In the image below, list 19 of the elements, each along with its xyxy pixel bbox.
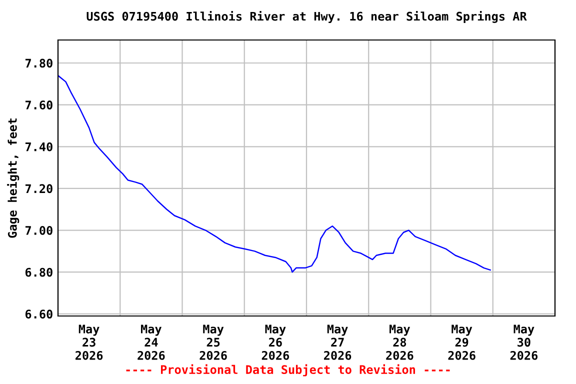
y-tick-label: 6.60: [25, 310, 52, 319]
x-tick-label: May 28 2026: [386, 324, 414, 360]
y-tick-label: 6.80: [25, 268, 52, 277]
x-tick-label: May 30 2026: [510, 324, 538, 360]
x-tick-label: May 27 2026: [324, 324, 352, 360]
y-tick-label: 7.40: [25, 142, 52, 152]
line-series: [58, 74, 491, 273]
y-tick-label: 7.00: [25, 226, 52, 235]
y-tick-label: 7.60: [25, 100, 52, 110]
y-tick-label: 7.20: [25, 184, 52, 194]
x-tick-label: May 26 2026: [262, 324, 290, 360]
x-tick-label: May 24 2026: [138, 324, 165, 360]
x-tick-label: May 23 2026: [76, 324, 103, 360]
y-axis-title: Gage height, feet: [7, 118, 20, 238]
x-tick-label: May 29 2026: [448, 324, 476, 360]
chart-title: USGS 07195400 Illinois River at Hwy. 16 near Siloam Springs AR: [86, 10, 527, 24]
text: ---- Provisional Data Subject to Revision ----: [126, 364, 450, 376]
x-tick-label: May 25 2026: [200, 324, 227, 360]
y-tick-label: 7.80: [25, 58, 52, 68]
